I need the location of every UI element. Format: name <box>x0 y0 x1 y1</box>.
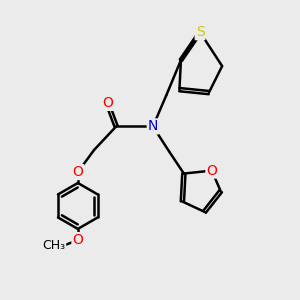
Text: O: O <box>72 233 83 247</box>
Text: N: N <box>148 119 158 134</box>
Text: O: O <box>72 165 83 179</box>
Text: CH₃: CH₃ <box>42 239 65 253</box>
Text: S: S <box>196 25 204 39</box>
Text: O: O <box>102 96 113 110</box>
Text: O: O <box>206 164 217 178</box>
